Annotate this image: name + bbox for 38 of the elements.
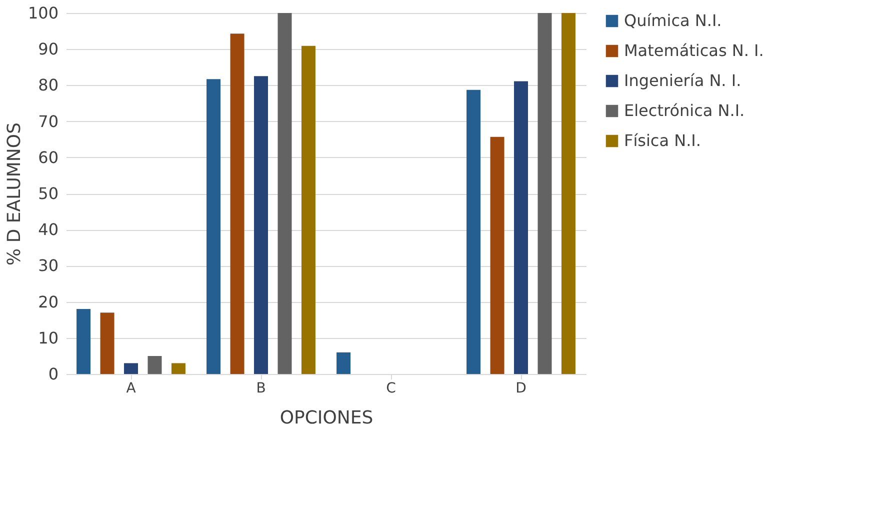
y-tick-label: 0 <box>48 364 58 384</box>
bar <box>254 76 268 374</box>
y-tick-label: 10 <box>38 328 58 348</box>
y-tick-label: 80 <box>38 76 58 95</box>
bar <box>538 13 552 374</box>
bar <box>301 46 316 374</box>
y-tick-label: 90 <box>38 40 58 59</box>
y-tick-label: 60 <box>38 148 58 167</box>
bar <box>148 356 162 374</box>
legend-label: Ingeniería N. I. <box>624 71 742 90</box>
bar <box>100 312 114 374</box>
bar <box>124 363 138 374</box>
bar <box>171 363 186 374</box>
y-tick-label: 40 <box>38 220 58 240</box>
bar <box>466 90 481 374</box>
x-tick-label: B <box>256 380 266 396</box>
x-tick-label: A <box>126 380 136 396</box>
bar <box>76 309 91 374</box>
bar <box>278 13 292 374</box>
x-axis-title: OPCIONES <box>280 408 374 428</box>
bar <box>490 136 504 374</box>
y-tick-label: 50 <box>38 184 58 203</box>
legend-label: Electrónica N.I. <box>624 101 745 120</box>
bar <box>230 34 244 374</box>
bar <box>514 81 528 374</box>
legend-label: Matemáticas N. I. <box>624 41 764 60</box>
legend-label: Química N.I. <box>624 11 722 30</box>
x-tick-label: C <box>386 380 396 396</box>
y-axis-title: % D EALUMNOS <box>4 122 25 266</box>
y-tick-label: 70 <box>38 112 58 131</box>
y-tick-label: 20 <box>38 292 58 312</box>
bar <box>336 352 351 374</box>
y-tick-label: 30 <box>38 256 58 276</box>
y-tick-label: 100 <box>28 4 58 22</box>
x-tick-label: D <box>516 380 526 396</box>
legend-label: Física N.I. <box>624 131 701 150</box>
bar <box>206 79 221 374</box>
bar <box>561 13 576 374</box>
